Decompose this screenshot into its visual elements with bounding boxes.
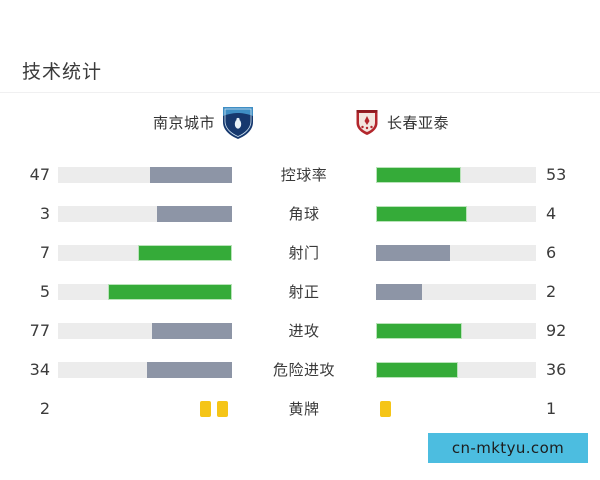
cards-away-value: 1 (546, 398, 557, 418)
stat-home-value: 47 (29, 164, 50, 184)
teams-header: 南京城市 长春亚泰 (0, 96, 600, 148)
stat-home-bar (58, 244, 232, 261)
cards-home-group (58, 400, 232, 417)
stat-home-bar (58, 166, 232, 183)
stat-row: 77 进攻 92 (0, 311, 600, 350)
team-away-name: 长春亚泰 (387, 113, 450, 132)
stat-away-bar (376, 322, 536, 339)
stat-home-bar (58, 283, 232, 300)
stat-away-bar-fill (376, 322, 463, 339)
stat-away-value: 4 (546, 203, 557, 223)
stat-home-bar-fill (108, 283, 232, 300)
cards-home-value: 2 (39, 398, 50, 418)
stat-home-bar-fill (146, 361, 232, 378)
stat-away-bar-fill (376, 205, 468, 222)
stat-label: 角球 (288, 205, 320, 223)
stat-row: 47 控球率 53 (0, 155, 600, 194)
stat-away-bar-fill (376, 244, 450, 261)
stat-home-bar-fill (151, 322, 232, 339)
stat-row: 34 危险进攻 36 (0, 350, 600, 389)
stat-label: 控球率 (280, 166, 328, 184)
yellow-card-icon (217, 400, 228, 417)
yellow-card-icon (380, 400, 391, 417)
stat-home-bar-fill (138, 244, 232, 261)
stat-label: 射正 (288, 283, 320, 301)
yellow-card-row: 2 黄牌 1 (0, 389, 600, 428)
stat-label: 危险进攻 (272, 361, 335, 379)
stat-home-value: 34 (29, 359, 50, 379)
stat-row: 7 射门 6 (0, 233, 600, 272)
team-away: 长春亚泰 (355, 108, 600, 136)
title-divider (0, 92, 600, 93)
shield-crest-blue-icon (223, 107, 253, 139)
stat-away-bar (376, 205, 536, 222)
stat-label: 进攻 (288, 322, 320, 340)
stat-away-bar-fill (376, 166, 461, 183)
watermark-text: cn-mktyu.com (451, 439, 565, 457)
stat-home-bar-fill (150, 166, 232, 183)
stat-away-bar (376, 244, 536, 261)
stat-home-bar (58, 361, 232, 378)
stat-away-bar (376, 283, 536, 300)
stat-away-bar-fill (376, 283, 423, 300)
stat-rows: 47 控球率 53 3 角球 4 7 (0, 155, 600, 428)
stat-row: 5 射正 2 (0, 272, 600, 311)
stat-away-bar-fill (376, 361, 458, 378)
stat-label: 射门 (288, 244, 320, 262)
stat-away-bar (376, 166, 536, 183)
stat-home-bar-fill (157, 205, 232, 222)
stat-home-value: 3 (39, 203, 50, 223)
stat-home-bar (58, 322, 232, 339)
stat-away-value: 53 (546, 164, 567, 184)
stat-row: 3 角球 4 (0, 194, 600, 233)
stat-home-value: 5 (39, 281, 50, 301)
stat-away-value: 36 (546, 359, 567, 379)
cards-label: 黄牌 (288, 400, 320, 418)
stat-away-value: 6 (546, 242, 557, 262)
yellow-card-icon (200, 400, 211, 417)
watermark-banner: cn-mktyu.com (428, 433, 588, 463)
stat-home-value: 7 (39, 242, 50, 262)
stat-away-bar (376, 361, 536, 378)
page-title: 技术统计 (22, 60, 103, 83)
stat-away-value: 92 (546, 320, 567, 340)
shield-crest-red-icon (356, 110, 378, 135)
page-title-row: 技术统计 (0, 48, 600, 92)
stat-away-value: 2 (546, 281, 557, 301)
stat-home-value: 77 (29, 320, 50, 340)
cards-away-group (376, 400, 536, 417)
team-home-name: 南京城市 (152, 113, 215, 132)
team-home: 南京城市 (0, 104, 255, 140)
stat-home-bar (58, 205, 232, 222)
